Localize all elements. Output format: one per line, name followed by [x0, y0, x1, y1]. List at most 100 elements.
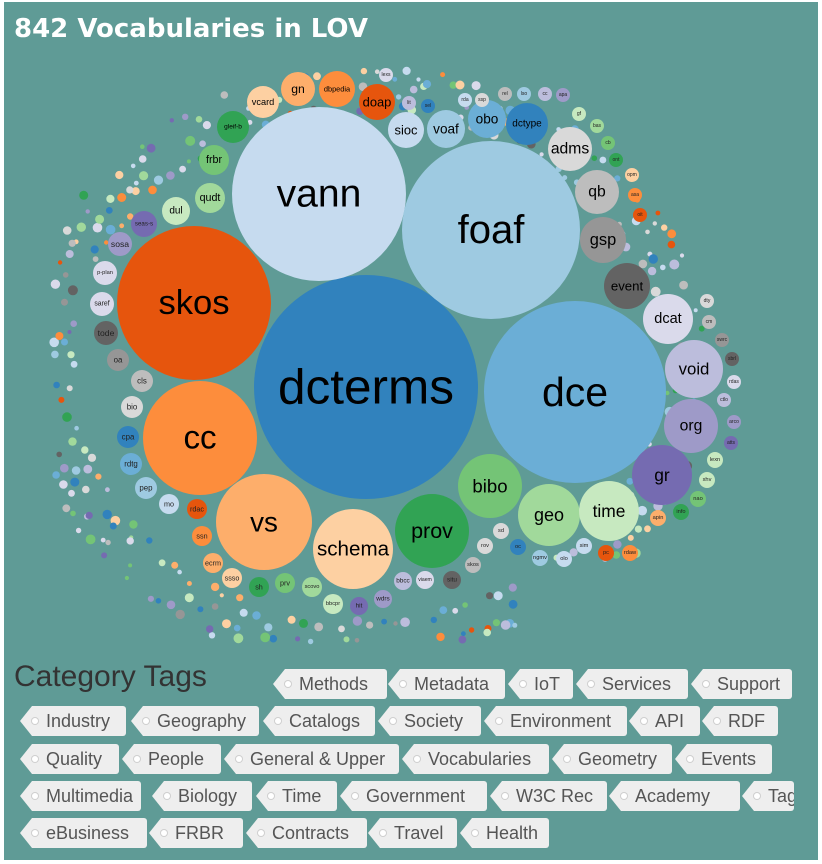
vocab-bubble-bbcpr[interactable] [323, 594, 343, 614]
vocab-bubble-vcard[interactable] [247, 86, 279, 118]
category-tag-time[interactable]: Time [256, 781, 337, 811]
vocab-bubble-nao[interactable] [690, 491, 706, 507]
vocab-bubble-adms[interactable] [548, 127, 592, 171]
vocab-bubble-pep[interactable] [135, 477, 157, 499]
category-tag-services[interactable]: Services [576, 669, 688, 699]
vocab-bubble-cm[interactable] [702, 315, 716, 329]
category-tag-geography[interactable]: Geography [131, 706, 259, 736]
vocab-bubble-lso[interactable] [517, 87, 531, 101]
vocab-bubble-rov[interactable] [477, 538, 493, 554]
vocab-bubble-rdtg[interactable] [120, 453, 142, 475]
vocab-bubble-rdaw[interactable] [622, 545, 638, 561]
vocab-bubble-cpa[interactable] [117, 426, 139, 448]
vocab-bubble-opm[interactable] [625, 168, 639, 182]
vocab-bubble-dbpedia[interactable] [319, 71, 355, 107]
vocab-bubble-xhv[interactable] [699, 472, 715, 488]
vocab-bubble-scovo[interactable] [302, 577, 322, 597]
vocab-bubble-tode[interactable] [94, 321, 118, 345]
category-tag-people[interactable]: People [122, 744, 221, 774]
vocab-bubble-saref[interactable] [90, 292, 114, 316]
vocab-bubble-info[interactable] [673, 504, 689, 520]
category-tag-vocabularies[interactable]: Vocabularies [402, 744, 549, 774]
vocab-bubble-sosa[interactable] [108, 232, 132, 256]
vocab-bubble-sbrl[interactable] [725, 352, 739, 366]
vocab-bubble-apa[interactable] [556, 88, 570, 102]
vocab-bubble-qb[interactable] [575, 170, 619, 214]
vocab-bubble-skos[interactable] [117, 226, 271, 380]
vocab-bubble-cc[interactable] [538, 87, 552, 101]
vocab-bubble-bas[interactable] [590, 119, 604, 133]
vocab-bubble-ont[interactable] [609, 153, 623, 167]
vocab-bubble-cb[interactable] [601, 136, 615, 150]
category-tag-w3c-rec[interactable]: W3C Rec [490, 781, 607, 811]
vocab-bubble-oa[interactable] [107, 349, 129, 371]
category-tag-industry[interactable]: Industry [20, 706, 126, 736]
vocab-bubble-ctlo[interactable] [717, 393, 731, 407]
vocab-bubble-lexn[interactable] [707, 452, 723, 468]
category-tag-api[interactable]: API [629, 706, 700, 736]
vocab-bubble-ssso[interactable] [222, 568, 242, 588]
vocab-bubble-time[interactable] [579, 481, 639, 541]
vocab-bubble-cc[interactable] [143, 381, 257, 495]
vocab-bubble-prv[interactable] [275, 573, 295, 593]
vocab-bubble-frbr[interactable] [199, 145, 229, 175]
category-tag-metadata[interactable]: Metadata [388, 669, 505, 699]
category-tag-contracts[interactable]: Contracts [246, 818, 367, 848]
category-tag-events[interactable]: Events [675, 744, 772, 774]
vocab-bubble-geo[interactable] [518, 484, 580, 546]
vocab-bubble-vann[interactable] [232, 107, 406, 281]
vocab-bubble-voaf[interactable] [427, 110, 465, 148]
vocab-bubble-ssp[interactable] [475, 93, 489, 107]
category-tag-biology[interactable]: Biology [152, 781, 252, 811]
vocab-bubble-sioc[interactable] [388, 112, 424, 148]
vocab-bubble-seas-s[interactable] [131, 211, 157, 237]
vocab-bubble-sd[interactable] [493, 523, 509, 539]
category-tag-travel[interactable]: Travel [368, 818, 457, 848]
vocab-bubble-cls[interactable] [131, 370, 153, 392]
vocab-bubble-gsp[interactable] [580, 217, 626, 263]
category-tag-environment[interactable]: Environment [484, 706, 627, 736]
vocab-bubble-foaf[interactable] [402, 141, 580, 319]
vocab-bubble-ecrm[interactable] [203, 553, 223, 573]
category-tag-frbr[interactable]: FRBR [149, 818, 243, 848]
category-tag-support[interactable]: Support [691, 669, 792, 699]
category-tag-iot[interactable]: IoT [508, 669, 573, 699]
vocab-bubble-apin[interactable] [650, 510, 666, 526]
vocab-bubble-dctype[interactable] [506, 103, 548, 145]
vocab-bubble-org[interactable] [664, 399, 718, 453]
vocab-bubble-rel[interactable] [498, 87, 512, 101]
vocab-bubble-lit[interactable] [402, 96, 416, 110]
vocab-bubble-rdac[interactable] [187, 499, 207, 519]
vocab-bubble-ssn[interactable] [192, 526, 212, 546]
category-tag-ebusiness[interactable]: eBusiness [20, 818, 147, 848]
vocab-bubble-event[interactable] [604, 263, 650, 309]
vocab-bubble-arco[interactable] [727, 415, 741, 429]
category-tag-geometry[interactable]: Geometry [552, 744, 672, 774]
vocab-bubble-oc[interactable] [510, 539, 526, 555]
vocab-bubble-dty[interactable] [700, 294, 714, 308]
vocab-bubble-swrc[interactable] [715, 333, 729, 347]
vocab-bubble-rdas[interactable] [727, 375, 741, 389]
vocab-bubble-qudt[interactable] [195, 183, 225, 213]
vocab-bubble-skos[interactable] [465, 557, 481, 573]
category-tag-government[interactable]: Government [340, 781, 487, 811]
vocab-bubble-situ[interactable] [443, 571, 461, 589]
vocab-bubble-sel[interactable] [421, 99, 435, 113]
vocab-bubble-bbcc[interactable] [394, 572, 412, 590]
vocab-bubble-atts[interactable] [724, 436, 738, 450]
vocab-bubble-pc[interactable] [598, 545, 614, 561]
category-tag-health[interactable]: Health [460, 818, 549, 848]
category-tag-tag[interactable]: Tag [742, 781, 794, 811]
vocab-bubble-obo[interactable] [468, 100, 506, 138]
vocab-bubble-gr[interactable] [632, 445, 692, 505]
vocab-bubble-bibo[interactable] [458, 454, 522, 518]
category-tag-multimedia[interactable]: Multimedia [20, 781, 141, 811]
vocab-bubble-sh[interactable] [249, 577, 269, 597]
vocab-bubble-viaem[interactable] [416, 571, 434, 589]
vocab-bubble-gf[interactable] [572, 107, 586, 121]
category-tag-catalogs[interactable]: Catalogs [263, 706, 375, 736]
vocab-bubble-doap[interactable] [359, 84, 395, 120]
category-tag-academy[interactable]: Academy [609, 781, 740, 811]
vocab-bubble-mo[interactable] [159, 494, 179, 514]
vocab-bubble-dul[interactable] [162, 197, 190, 225]
